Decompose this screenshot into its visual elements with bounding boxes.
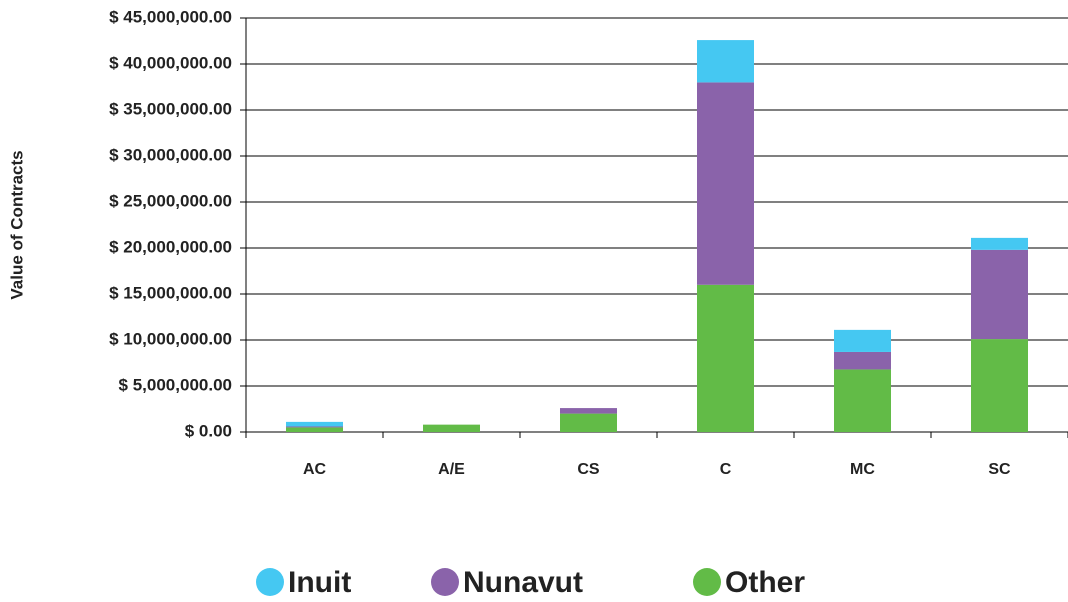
- x-tick-label: MC: [850, 461, 875, 478]
- bar-segment: [286, 427, 343, 432]
- bar-segment: [971, 237, 1028, 250]
- bar-segment: [286, 426, 343, 428]
- y-tick-label: $ 10,000,000.00: [109, 329, 232, 348]
- bar-segment: [286, 421, 343, 427]
- x-tick-label: SC: [988, 461, 1011, 478]
- y-tick-label: $ 35,000,000.00: [109, 99, 232, 118]
- bar-segment: [560, 413, 617, 432]
- x-tick-label: A/E: [438, 461, 465, 478]
- bar-segment: [697, 40, 754, 83]
- y-axis-title: Value of Contracts: [7, 150, 26, 299]
- y-tick-label: $ 15,000,000.00: [109, 283, 232, 302]
- y-tick-label: $ 40,000,000.00: [109, 53, 232, 72]
- bar-segment: [834, 329, 891, 352]
- x-tick-label: AC: [303, 461, 327, 478]
- x-tick-label: C: [720, 461, 732, 478]
- y-tick-label: $ 0.00: [185, 421, 232, 440]
- y-tick-label: $ 20,000,000.00: [109, 237, 232, 256]
- bar-segment: [697, 82, 754, 285]
- legend-label: Nunavut: [463, 566, 583, 599]
- legend-label: Other: [725, 566, 805, 599]
- bar-segment: [834, 369, 891, 432]
- bar-segment: [971, 249, 1028, 340]
- legend-swatch: [256, 568, 284, 596]
- y-tick-label: $ 25,000,000.00: [109, 191, 232, 210]
- bar-segment: [560, 408, 617, 414]
- legend-swatch: [693, 568, 721, 596]
- legend-swatch: [431, 568, 459, 596]
- bar-segment: [834, 351, 891, 370]
- bar-segment: [423, 424, 480, 432]
- y-tick-label: $ 45,000,000.00: [109, 7, 232, 26]
- legend-label: Inuit: [288, 566, 351, 599]
- bar-segment: [697, 284, 754, 432]
- x-tick-label: CS: [577, 461, 600, 478]
- y-tick-label: $ 30,000,000.00: [109, 145, 232, 164]
- y-tick-label: $ 5,000,000.00: [119, 375, 232, 394]
- bar-segment: [971, 339, 1028, 432]
